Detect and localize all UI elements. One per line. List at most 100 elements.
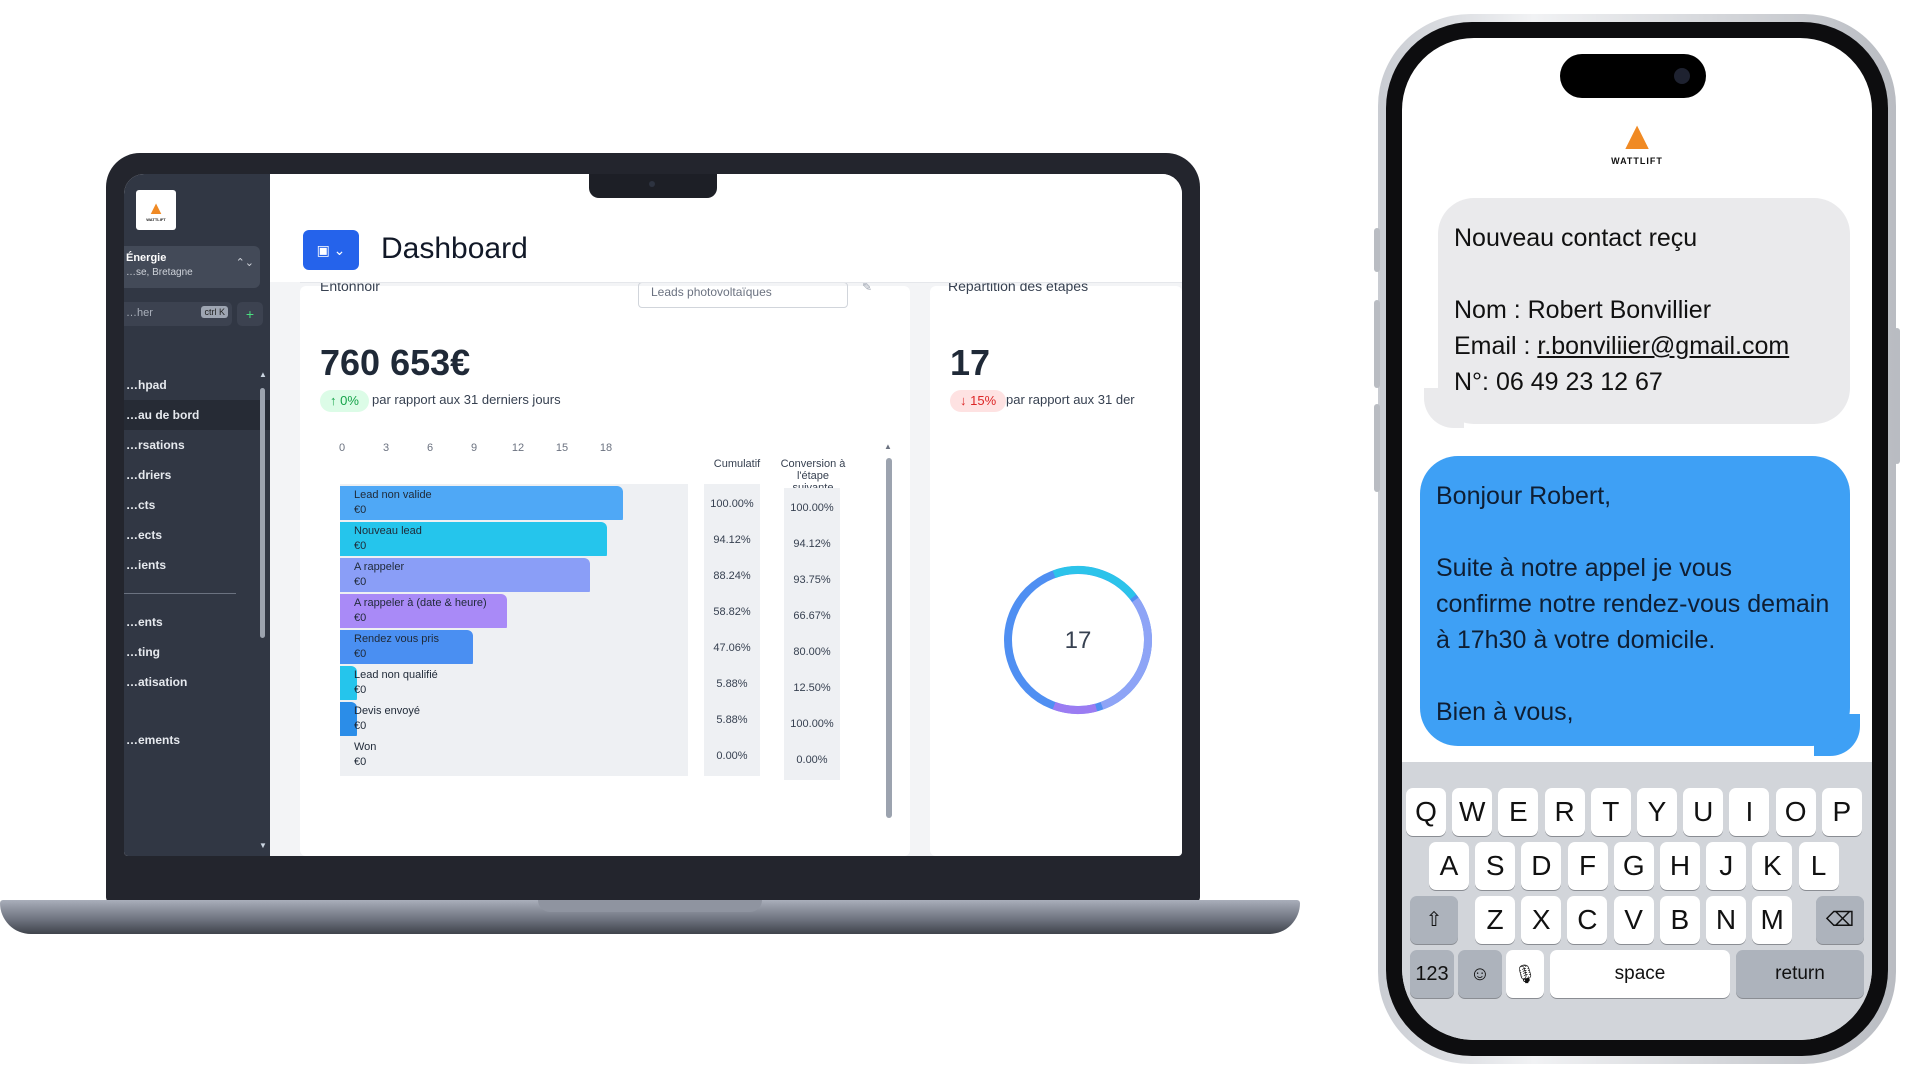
outgoing-message[interactable]: Bonjour Robert, Suite à notre appel je v…: [1420, 456, 1850, 746]
sidebar-item-dashboard[interactable]: …au de bord: [124, 400, 270, 430]
sidebar-search[interactable]: …her ctrl K: [124, 302, 232, 326]
outgoing-greeting: Bonjour Robert,: [1436, 482, 1612, 510]
funnel-row[interactable]: Lead non qualifié €0: [340, 664, 688, 704]
key-i[interactable]: I: [1729, 788, 1770, 836]
funnel-row[interactable]: A rappeler €0: [340, 556, 688, 596]
conversion-cell: 93.75%: [784, 560, 840, 600]
key-f[interactable]: F: [1567, 842, 1608, 890]
key-e[interactable]: E: [1498, 788, 1539, 836]
funnel-scrollbar[interactable]: ▲ ▼: [882, 442, 896, 856]
incoming-phone[interactable]: N°: 06 49 23 12 67: [1454, 368, 1663, 396]
sidebar-item-contacts[interactable]: …cts: [126, 498, 156, 512]
sidebar-item-documents[interactable]: …ents: [126, 615, 163, 629]
incoming-email-link[interactable]: r.bonviliier@gmail.com: [1537, 332, 1790, 360]
funnel-row[interactable]: Devis envoyé €0: [340, 700, 688, 740]
emoji-key[interactable]: ☺: [1458, 950, 1502, 998]
key-n[interactable]: N: [1706, 896, 1746, 944]
funnel-bar[interactable]: [340, 594, 507, 632]
distribution-compare-text: par rapport aux 31 der: [1006, 392, 1135, 407]
add-button[interactable]: +: [237, 302, 263, 326]
sidebar-item-launchpad[interactable]: …hpad: [126, 378, 167, 392]
funnel-card: Entonnoir Leads photovoltaïques ✎ 760 65…: [300, 278, 910, 856]
pipeline-select[interactable]: Leads photovoltaïques: [638, 282, 848, 308]
sidebar-logo[interactable]: ▲ WATTLIFT: [136, 190, 176, 230]
funnel-row[interactable]: A rappeler à (date & heure) €0: [340, 592, 688, 632]
key-c[interactable]: C: [1567, 896, 1608, 944]
shift-key[interactable]: ⇧: [1410, 896, 1458, 944]
funnel-bar[interactable]: [340, 558, 590, 596]
key-p[interactable]: P: [1821, 788, 1862, 836]
wattlift-logo-icon: ▲: [147, 197, 165, 218]
stage-name: A rappeler: [354, 561, 405, 573]
edit-icon[interactable]: ✎: [862, 280, 873, 294]
axis-tick-label: 6: [426, 442, 434, 454]
key-k[interactable]: K: [1752, 842, 1793, 890]
sidebar: ▲ WATTLIFT Énergie …se, Bretagne ⌃⌄ …her…: [124, 174, 270, 856]
sidebar-scrollbar[interactable]: ▲ ▼: [258, 370, 268, 850]
key-x[interactable]: X: [1521, 896, 1562, 944]
funnel-row[interactable]: Rendez vous pris €0: [340, 628, 688, 668]
stage-amount: €0: [354, 612, 367, 624]
layout-toggle-button[interactable]: ▣ ⌄: [303, 230, 359, 270]
sidebar-item-automation[interactable]: …atisation: [126, 675, 188, 689]
key-v[interactable]: V: [1613, 896, 1654, 944]
return-key[interactable]: return: [1736, 950, 1864, 998]
axis-tick-label: 9: [470, 442, 478, 454]
funnel-row[interactable]: Lead non valide €0: [340, 484, 688, 524]
key-g[interactable]: G: [1613, 842, 1654, 890]
key-r[interactable]: R: [1544, 788, 1585, 836]
funnel-bar[interactable]: [340, 486, 624, 524]
sidebar-item-calendars[interactable]: …driers: [126, 468, 172, 482]
key-o[interactable]: O: [1775, 788, 1816, 836]
sidebar-item-prospects[interactable]: …ects: [126, 528, 163, 542]
org-location: …se, Bretagne: [126, 267, 193, 278]
sidebar-item-clients[interactable]: …ients: [126, 558, 167, 572]
space-key[interactable]: space: [1550, 950, 1730, 998]
key-m[interactable]: M: [1752, 896, 1793, 944]
funnel-stage-label: A rappeler à (date & heure) €0: [354, 596, 487, 626]
scroll-up-icon[interactable]: ▲: [884, 442, 892, 451]
axis-tick-label: 12: [511, 442, 525, 454]
incoming-message[interactable]: Nouveau contact reçu Nom : Robert Bonvil…: [1438, 198, 1850, 424]
key-j[interactable]: J: [1706, 842, 1747, 890]
funnel-bar[interactable]: [340, 702, 357, 740]
sidebar-item-marketing[interactable]: …ting: [126, 645, 160, 659]
key-u[interactable]: U: [1683, 788, 1724, 836]
funnel-bar[interactable]: [340, 522, 607, 560]
backspace-key[interactable]: ⌫: [1816, 896, 1864, 944]
funnel-axis: 0 3 6 9 12 15 18: [339, 442, 682, 458]
microphone-key[interactable]: 🎙: [1506, 950, 1544, 998]
key-s[interactable]: S: [1475, 842, 1516, 890]
key-d[interactable]: D: [1521, 842, 1562, 890]
cumulative-cell: 0.00%: [704, 736, 760, 776]
funnel-row[interactable]: Nouveau lead €0: [340, 520, 688, 560]
sidebar-scroll-thumb[interactable]: [260, 388, 265, 638]
column-cumulative: Cumulatif: [713, 458, 761, 470]
outgoing-spacer: [1436, 658, 1834, 694]
sidebar-item-payments[interactable]: …ements: [126, 733, 181, 747]
funnel-bar[interactable]: [340, 666, 357, 704]
key-q[interactable]: Q: [1406, 788, 1446, 836]
stage-name: Won: [354, 741, 377, 753]
laptop-groove: [538, 900, 762, 912]
key-b[interactable]: B: [1659, 896, 1700, 944]
key-l[interactable]: L: [1798, 842, 1839, 890]
key-z[interactable]: Z: [1475, 896, 1515, 944]
funnel-scroll-thumb[interactable]: [886, 458, 892, 818]
key-a[interactable]: A: [1429, 842, 1469, 890]
key-w[interactable]: W: [1452, 788, 1493, 836]
axis-tick-label: 15: [555, 442, 569, 454]
sidebar-item-conversations[interactable]: …rsations: [126, 438, 185, 452]
donut-segment-a-rappeler-date: [1052, 701, 1098, 714]
scroll-up-icon[interactable]: ▲: [259, 370, 267, 379]
org-switcher[interactable]: Énergie …se, Bretagne ⌃⌄: [124, 246, 260, 288]
key-h[interactable]: H: [1660, 842, 1700, 890]
key-t[interactable]: T: [1590, 788, 1631, 836]
scroll-down-icon[interactable]: ▼: [259, 841, 267, 850]
funnel-bar[interactable]: [340, 630, 474, 668]
funnel-row[interactable]: Won €0: [340, 736, 688, 776]
incoming-email-label: Email :: [1454, 332, 1538, 360]
numbers-key[interactable]: 123: [1410, 950, 1454, 998]
key-y[interactable]: Y: [1637, 788, 1677, 836]
